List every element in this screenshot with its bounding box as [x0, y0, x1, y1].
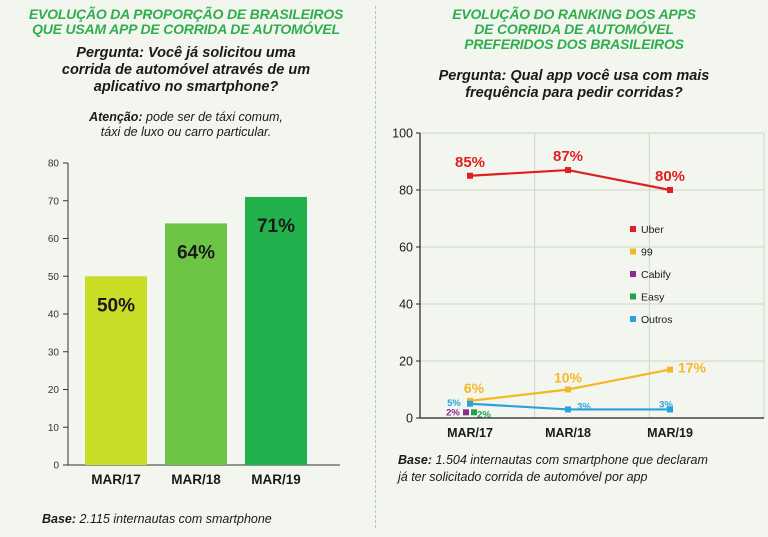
- bar-y-tick-label: 20: [48, 385, 60, 396]
- bar-y-tick-label: 40: [48, 310, 60, 321]
- bar-mar-18: [165, 223, 227, 465]
- left-base: Base: 2.115 internautas com smartphone: [42, 511, 272, 528]
- right-question: Pergunta: Qual app você usa com mais fre…: [380, 68, 768, 102]
- series-label-99: 17%: [678, 360, 707, 376]
- bar-category-label: MAR/18: [171, 472, 221, 487]
- legend-swatch-outros: [630, 316, 636, 322]
- bar-category-label: MAR/17: [91, 472, 141, 487]
- left-question-line1: Pergunta: Você já solicitou uma: [76, 45, 296, 61]
- bar-y-tick-label: 70: [48, 196, 60, 207]
- series-marker-cabify: [463, 409, 469, 416]
- line-category-label: MAR/18: [545, 426, 591, 440]
- line-y-tick-label: 100: [392, 127, 413, 141]
- right-base: Base: 1.504 internautas com smartphone q…: [398, 452, 708, 486]
- line-y-tick-label: 20: [399, 355, 413, 369]
- legend-label-99: 99: [641, 247, 653, 259]
- series-label-outros: 3%: [659, 399, 673, 410]
- line-y-tick-label: 0: [406, 412, 413, 426]
- left-question-line2: corrida de automóvel através de um: [61, 62, 311, 78]
- series-label-cabify: 2%: [446, 407, 460, 418]
- series-label-uber: 87%: [553, 148, 583, 165]
- line-category-label: MAR/17: [447, 426, 493, 440]
- legend-swatch-easy: [630, 293, 636, 300]
- left-panel: EVOLUÇÃO DA PROPORÇÃO DE BRASILEIROS QUE…: [0, 0, 372, 537]
- legend-label-cabify: Cabify: [641, 269, 672, 281]
- series-marker-easy: [471, 409, 477, 416]
- bar-y-tick-label: 30: [48, 347, 60, 358]
- line-category-label: MAR/19: [647, 426, 693, 440]
- legend-label-uber: Uber: [641, 224, 664, 236]
- panel-divider: [375, 6, 376, 528]
- bar-y-tick-label: 50: [48, 272, 60, 283]
- left-base-text: 2.115 internautas com smartphone: [76, 512, 272, 526]
- bar-y-tick-label: 80: [48, 159, 60, 170]
- left-question-line3: aplicativo no smartphone?: [93, 79, 279, 95]
- right-title-line1: EVOLUÇÃO DO RANKING DOS APPS: [452, 6, 696, 22]
- legend-swatch-99: [630, 248, 636, 255]
- series-label-uber: 85%: [455, 154, 485, 171]
- right-title-line2: DE CORRIDA DE AUTOMÓVEL: [474, 21, 674, 37]
- bar-chart: 0 10 20 30 40 50 60 70 80 50% MAR/17 64% MAR/18 71% M…: [48, 159, 340, 487]
- left-question: Pergunta: Você já solicitou uma corrida …: [0, 45, 372, 96]
- left-base-label: Base:: [42, 512, 77, 526]
- series-label-99: 6%: [464, 380, 485, 396]
- series-marker-99: [667, 366, 673, 373]
- bar-y-tick-label: 10: [48, 423, 60, 434]
- note-line2: táxi de luxo ou carro particular.: [100, 125, 272, 139]
- bar-value-label: 64%: [177, 242, 215, 263]
- series-label-99: 10%: [554, 370, 583, 386]
- series-marker-outros: [565, 406, 571, 413]
- legend-swatch-uber: [630, 226, 636, 232]
- bar-y-tick-label: 0: [53, 461, 59, 472]
- left-title-line1: EVOLUÇÃO DA PROPORÇÃO DE BRASILEIROS: [28, 6, 344, 22]
- right-base-line1: 1.504 internautas com smartphone que dec…: [432, 453, 708, 467]
- bar-value-label: 50%: [97, 295, 135, 316]
- series-marker-uber: [565, 167, 571, 174]
- note-line1: pode ser de táxi comum,: [142, 110, 283, 124]
- bar-value-label: 71%: [257, 216, 295, 237]
- series-marker-uber: [467, 172, 473, 179]
- right-base-line2: já ter solicitado corrida de automóvel p…: [398, 470, 648, 484]
- series-marker-99: [565, 386, 571, 393]
- line-y-tick-label: 40: [399, 298, 413, 312]
- series-label-outros: 5%: [447, 398, 461, 409]
- bar-mar-17: [85, 276, 147, 465]
- series-marker-outros: [667, 406, 673, 413]
- right-panel: EVOLUÇÃO DO RANKING DOS APPS DE CORRIDA …: [380, 0, 768, 537]
- legend-swatch-cabify: [630, 271, 636, 277]
- bar-category-label: MAR/19: [251, 472, 301, 487]
- legend-label-outros: Outros: [641, 314, 673, 326]
- series-marker-outros: [467, 400, 473, 407]
- bar-mar-19: [245, 196, 307, 465]
- note-label: Atenção:: [89, 110, 143, 124]
- right-question-line2: frequência para pedir corridas?: [465, 85, 683, 101]
- left-title-line2: QUE USAM APP DE CORRIDA DE AUTOMÓVEL: [32, 21, 340, 37]
- legend-label-easy: Easy: [641, 292, 665, 304]
- left-note: Atenção: pode ser de táxi comum, táxi de…: [0, 110, 372, 140]
- series-label-uber: 80%: [655, 168, 685, 185]
- line-y-tick-label: 80: [399, 184, 413, 198]
- series-marker-uber: [667, 187, 673, 193]
- line-chart: 0 20 40 60 80 100 MAR/17 MAR/18 MAR/19 85% 87% 80%…: [392, 127, 765, 440]
- right-title: EVOLUÇÃO DO RANKING DOS APPS DE CORRIDA …: [380, 7, 768, 52]
- right-question-line1: Pergunta: Qual app você usa com mais: [438, 68, 710, 84]
- left-title: EVOLUÇÃO DA PROPORÇÃO DE BRASILEIROS QUE…: [0, 7, 372, 37]
- right-title-line3: PREFERIDOS DOS BRASILEIROS: [464, 36, 684, 52]
- series-label-easy: 2%: [477, 409, 491, 420]
- right-base-label: Base:: [398, 453, 433, 467]
- series-label-outros: 3%: [577, 401, 591, 412]
- line-y-tick-label: 60: [399, 241, 413, 255]
- bar-y-tick-label: 60: [48, 234, 60, 245]
